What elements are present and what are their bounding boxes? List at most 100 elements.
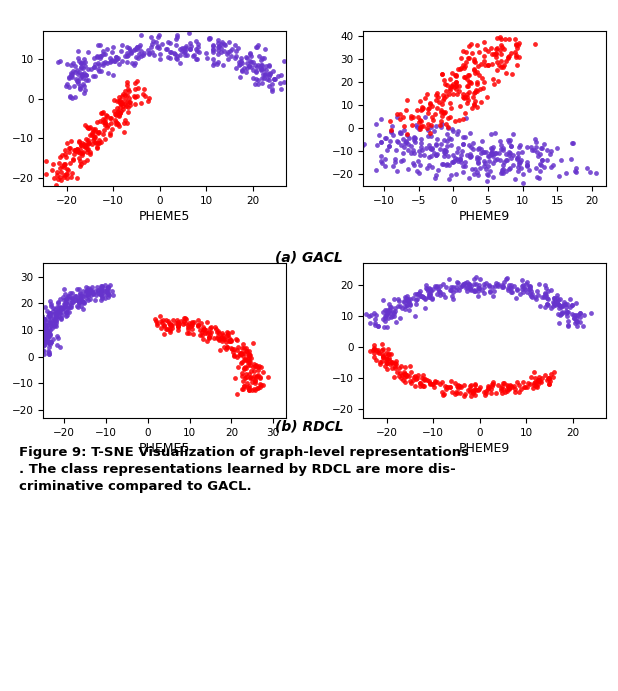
Point	[466, 281, 476, 292]
Point	[44, 347, 54, 358]
Point	[390, 358, 400, 369]
Point	[541, 301, 551, 312]
Point	[464, 70, 474, 81]
Point	[446, 381, 455, 392]
Point	[241, 66, 251, 77]
Point	[40, 320, 49, 331]
Point	[62, 138, 72, 149]
Point	[421, 279, 431, 290]
Point	[67, 93, 77, 104]
X-axis label: PHEME5: PHEME5	[139, 210, 190, 223]
Point	[231, 63, 241, 74]
Point	[179, 316, 189, 327]
Point	[446, 381, 455, 392]
Point	[458, 167, 468, 178]
Point	[451, 168, 461, 179]
Point	[55, 306, 65, 317]
Point	[80, 288, 90, 299]
Point	[57, 303, 67, 314]
Point	[425, 142, 434, 153]
Point	[86, 286, 96, 297]
Point	[93, 287, 103, 299]
Point	[455, 101, 465, 112]
Point	[384, 354, 394, 366]
Point	[83, 289, 93, 300]
Point	[402, 290, 412, 301]
Point	[231, 53, 240, 64]
Point	[256, 63, 266, 74]
Point	[410, 288, 420, 299]
Point	[174, 321, 184, 332]
Point	[191, 44, 201, 55]
Point	[407, 120, 417, 131]
Point	[226, 50, 236, 61]
Point	[125, 45, 135, 56]
Point	[417, 144, 427, 155]
Point	[497, 377, 507, 388]
Point	[391, 355, 401, 366]
Point	[87, 286, 97, 297]
Point	[156, 315, 166, 326]
Point	[462, 81, 472, 92]
Point	[396, 155, 406, 166]
Point	[324, 118, 334, 129]
Point	[543, 286, 553, 297]
Point	[212, 58, 222, 69]
Point	[475, 162, 485, 173]
Point	[62, 299, 72, 310]
Point	[424, 160, 434, 171]
Point	[59, 170, 69, 181]
Point	[48, 334, 57, 345]
Point	[495, 155, 505, 166]
Point	[88, 134, 98, 145]
Point	[192, 46, 201, 57]
Point	[106, 117, 116, 128]
Point	[508, 160, 518, 171]
Point	[256, 64, 266, 75]
Point	[203, 53, 213, 64]
Point	[42, 305, 52, 316]
Point	[436, 104, 446, 115]
Point	[242, 63, 252, 74]
Point	[383, 304, 392, 315]
Point	[366, 309, 376, 320]
Point	[479, 282, 489, 293]
Point	[187, 323, 197, 334]
Point	[130, 84, 140, 95]
Point	[151, 41, 161, 53]
Point	[506, 283, 515, 294]
Point	[209, 332, 219, 343]
Point	[512, 60, 522, 71]
Point	[492, 42, 502, 53]
Point	[75, 294, 85, 305]
Point	[100, 133, 110, 144]
Point	[505, 148, 515, 159]
Point	[454, 125, 464, 136]
Point	[233, 42, 243, 53]
Point	[95, 59, 104, 70]
Point	[193, 319, 203, 330]
Point	[201, 48, 211, 59]
Point	[482, 175, 492, 186]
Point	[425, 290, 434, 301]
Point	[78, 68, 88, 79]
Point	[265, 59, 274, 70]
Point	[65, 158, 75, 169]
Point	[245, 350, 255, 361]
Point	[464, 278, 473, 290]
Point	[416, 134, 426, 145]
Point	[464, 86, 474, 97]
Point	[175, 50, 185, 61]
Point	[473, 154, 483, 165]
Point	[550, 299, 560, 310]
Point	[111, 55, 121, 66]
Point	[197, 329, 207, 340]
Point	[101, 110, 111, 121]
Point	[79, 88, 89, 99]
Point	[519, 280, 528, 291]
Point	[87, 281, 97, 292]
Point	[65, 298, 75, 309]
Point	[158, 314, 168, 325]
Point	[268, 84, 277, 95]
Point	[457, 145, 467, 156]
